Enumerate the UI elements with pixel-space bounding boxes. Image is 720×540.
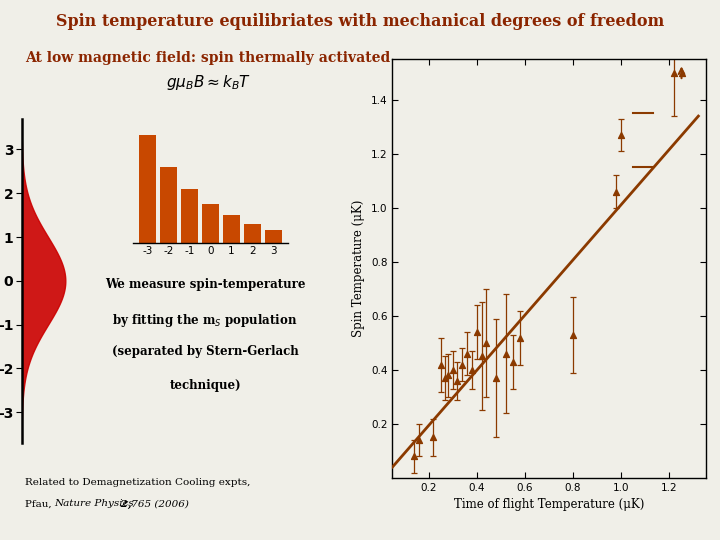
Point — [611, 187, 622, 196]
X-axis label: Time of flight Temperature (μK): Time of flight Temperature (μK) — [454, 498, 644, 511]
Text: We measure spin-temperature: We measure spin-temperature — [105, 278, 305, 291]
Point — [471, 328, 482, 336]
Bar — [265, 230, 282, 243]
Text: Pfau,: Pfau, — [25, 500, 55, 509]
Text: 765 (2006): 765 (2006) — [128, 500, 189, 509]
Point — [428, 433, 439, 442]
Bar — [139, 135, 156, 243]
Point — [456, 360, 468, 369]
Point — [413, 436, 425, 444]
Point — [481, 339, 492, 347]
Point — [462, 349, 473, 358]
Point — [507, 357, 518, 366]
Point — [616, 131, 627, 139]
Text: Nature Physics: Nature Physics — [54, 500, 134, 509]
Bar — [223, 215, 240, 243]
Point — [440, 374, 451, 382]
Point — [476, 352, 487, 361]
Point — [567, 330, 579, 339]
Bar — [244, 224, 261, 243]
Point — [466, 366, 477, 374]
Point — [451, 376, 463, 385]
Point — [514, 333, 526, 342]
Bar — [181, 189, 198, 243]
Text: by fitting the m$_S$ population: by fitting the m$_S$ population — [112, 312, 298, 328]
Point — [668, 69, 680, 77]
Point — [447, 366, 459, 374]
Text: At low magnetic field: spin thermally activated: At low magnetic field: spin thermally ac… — [25, 51, 390, 65]
Text: Related to Demagnetization Cooling expts,: Related to Demagnetization Cooling expts… — [25, 478, 251, 487]
Point — [442, 371, 454, 380]
Point — [676, 69, 688, 77]
Bar — [160, 167, 177, 243]
Point — [435, 360, 446, 369]
Text: $g\mu_B B \approx k_B T$: $g\mu_B B \approx k_B T$ — [166, 73, 251, 92]
Text: 2,: 2, — [117, 500, 132, 509]
Bar — [202, 204, 219, 243]
Point — [408, 452, 420, 461]
Point — [490, 374, 502, 382]
Y-axis label: Spin Temperature (μK): Spin Temperature (μK) — [352, 200, 365, 338]
Text: technique): technique) — [169, 379, 241, 392]
Text: Spin temperature equilibriates with mechanical degrees of freedom: Spin temperature equilibriates with mech… — [56, 14, 664, 30]
Text: (separated by Stern-Gerlach: (separated by Stern-Gerlach — [112, 345, 299, 358]
Point — [500, 349, 511, 358]
